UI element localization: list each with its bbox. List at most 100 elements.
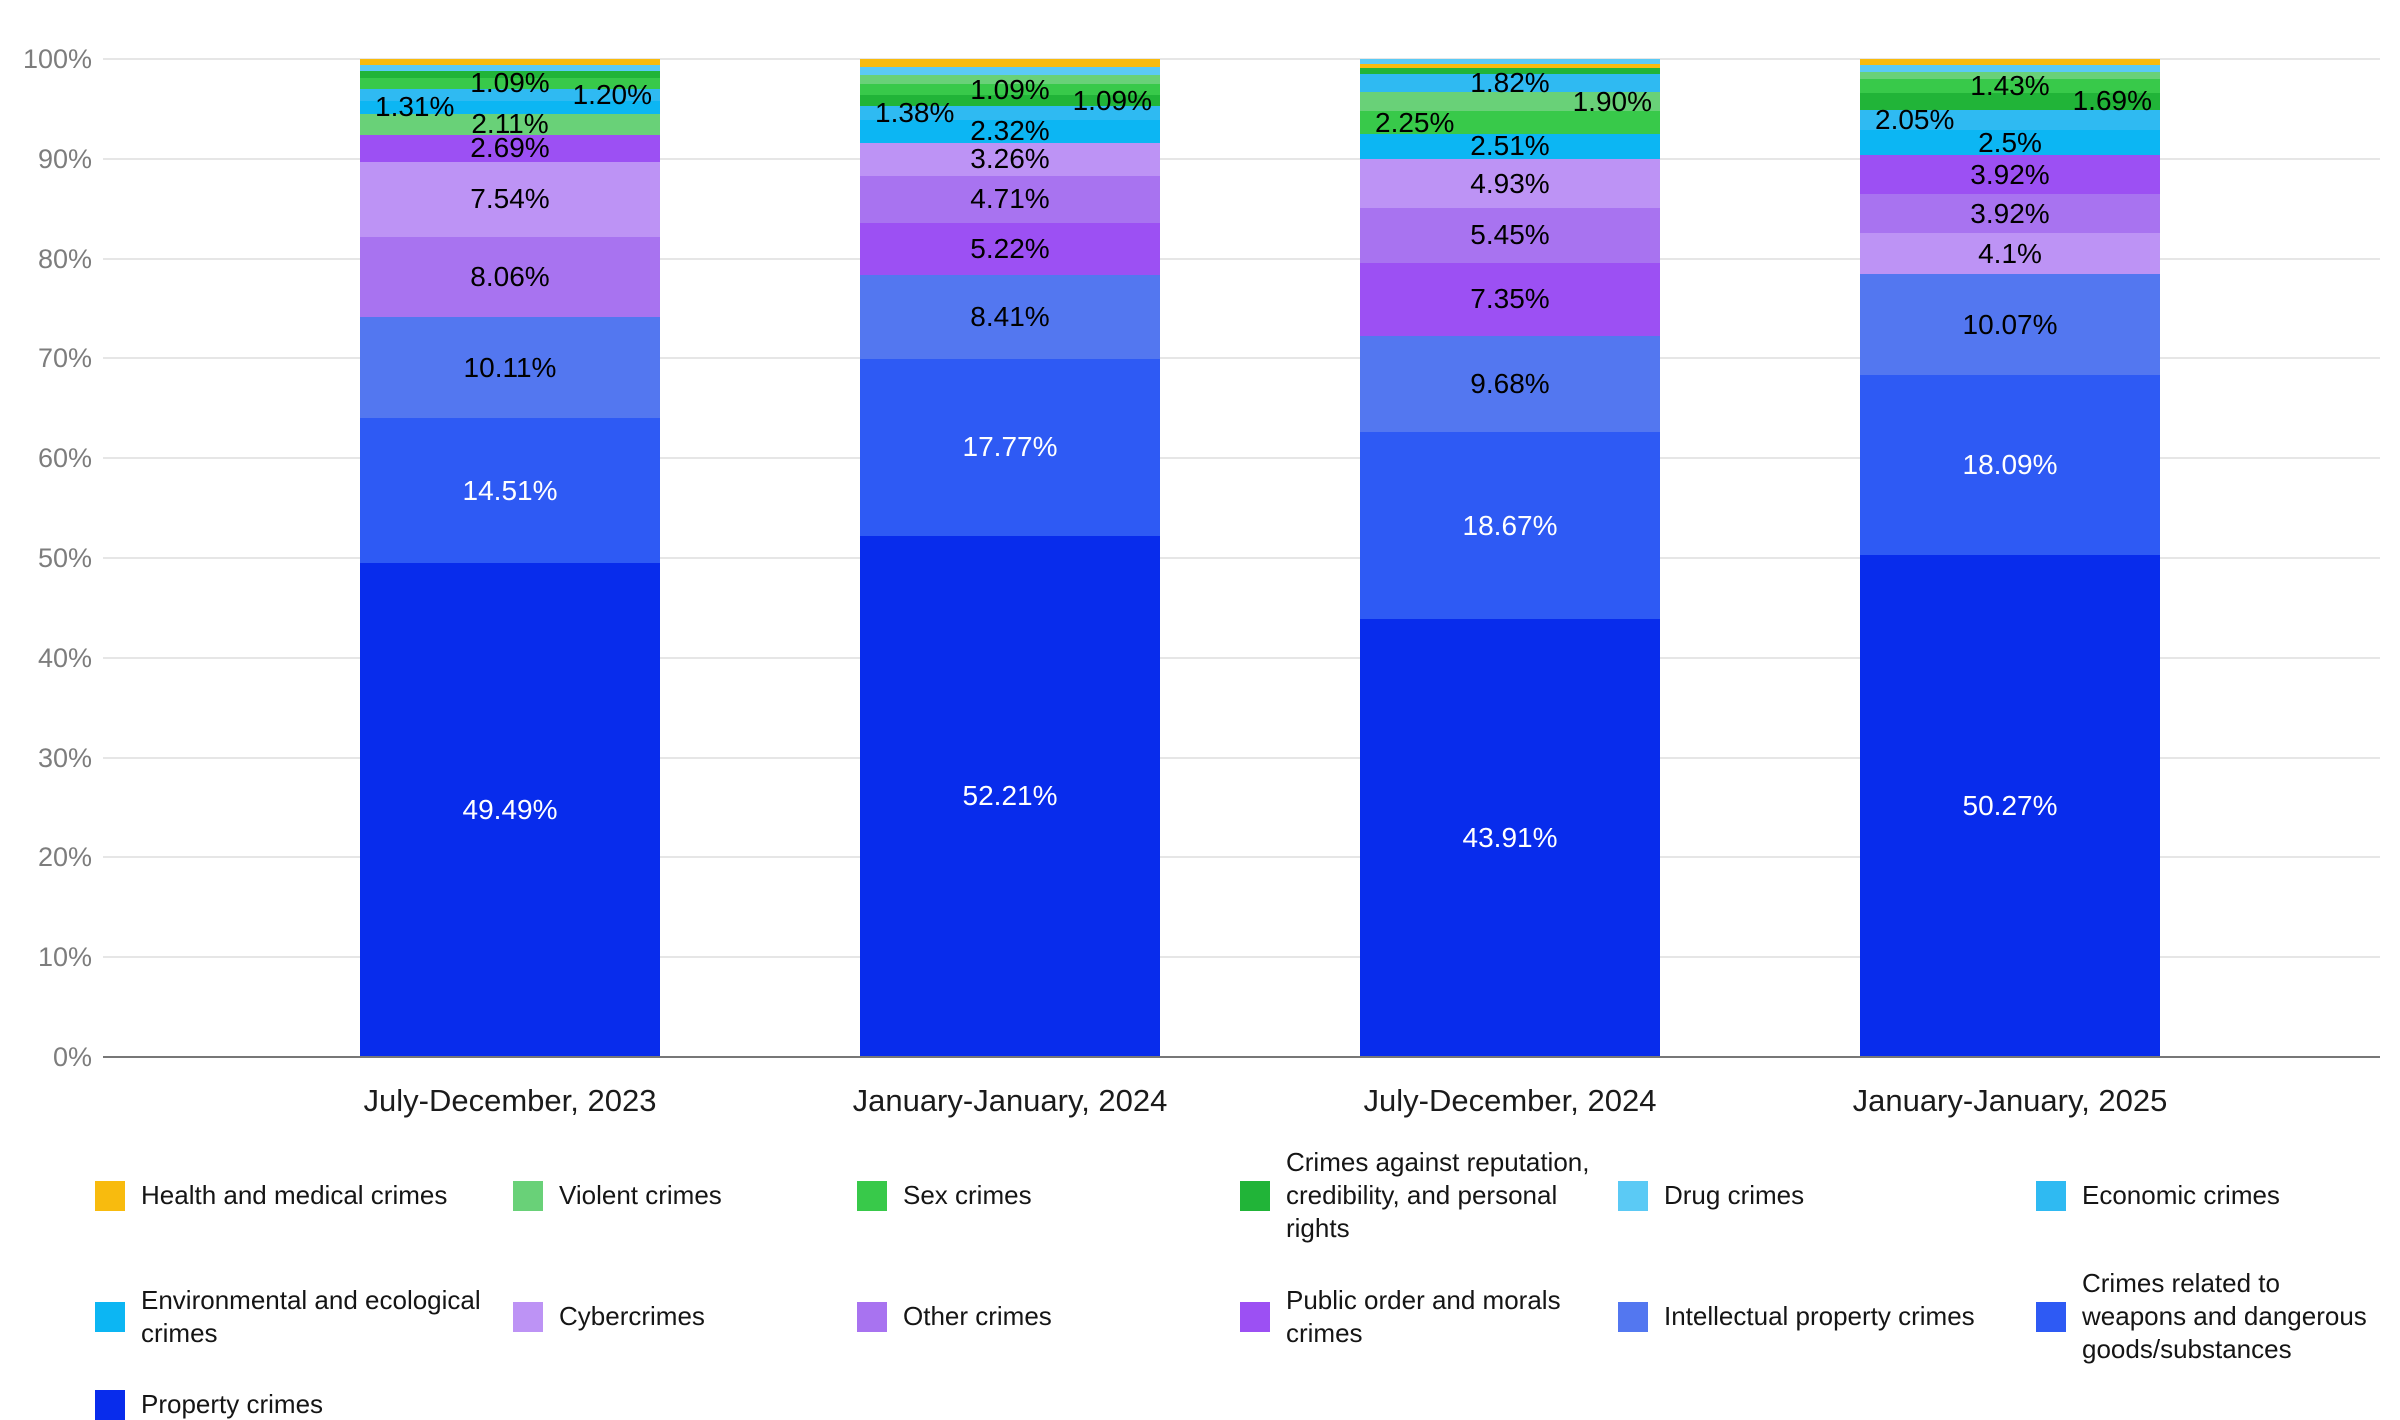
segment-value-label: 10.07% (1962, 308, 2058, 340)
legend-swatch-icon (857, 1180, 887, 1211)
legend-swatch-icon (1618, 1180, 1648, 1211)
x-axis-category-label: July-December, 2024 (1363, 1083, 1657, 1118)
gridline (103, 756, 2380, 759)
legend-label: Violent crimes (559, 1180, 722, 1210)
legend-label: Environmental and ecological crimes (141, 1284, 481, 1348)
legend-item-weapons: Crimes related to weapons and dangerous … (2036, 1267, 2386, 1366)
bar-segment-economic: 2.05% (1860, 104, 2160, 134)
bar-segment-economic: 1.20% (360, 79, 660, 109)
segment-value-label: 3.92% (1970, 158, 2050, 190)
legend-swatch-icon (95, 1180, 125, 1211)
segment-value-label: 2.32% (970, 115, 1050, 147)
segment-value-label: 3.26% (970, 143, 1050, 175)
legend-item-reputation: Crimes against reputation, credibility, … (1240, 1146, 1618, 1245)
bar-segment-cyber: 4.93% (1360, 158, 1660, 209)
bar-segment-health (860, 59, 1160, 67)
segment-value-label: 18.09% (1962, 449, 2058, 481)
gridline (103, 856, 2380, 859)
segment-value-label: 1.09% (470, 67, 550, 99)
legend-label: Drug crimes (1664, 1180, 1805, 1210)
gridline (103, 457, 2380, 460)
bar-segment-violent: 1.90% (1360, 86, 1660, 116)
bar-segment-reputation: 1.09% (860, 85, 1160, 115)
bar-segment-violent (1860, 71, 2160, 79)
segment-value-label: 1.09% (1072, 84, 1152, 116)
bar-segment-weapons: 14.51% (360, 418, 660, 564)
legend-swatch-icon (513, 1301, 543, 1332)
segment-value-label: 4.1% (1978, 237, 2042, 269)
bar-segment-intellectual: 10.07% (1860, 274, 2160, 375)
legend-item-property: Property crimes (95, 1388, 513, 1420)
segment-value-label: 14.51% (462, 474, 558, 506)
segment-value-label: 4.93% (1470, 167, 1550, 199)
bar-segment-drug (860, 67, 1160, 76)
segment-value-label: 5.22% (970, 232, 1050, 264)
y-axis-tick-label: 10% (37, 942, 92, 973)
bar-january-january-2024: 52.21% 17.77% 8.41% 5.22% 4.71% 3.26% 2.32% 1.3… (860, 59, 1160, 1057)
segment-value-label: 2.05% (1875, 103, 1955, 135)
bar-segment-drug (1360, 59, 1660, 64)
segment-value-label: 17.77% (962, 431, 1058, 463)
bar-segment-property: 50.27% (1860, 555, 2160, 1057)
legend-label: Sex crimes (903, 1180, 1032, 1210)
bar-segment-public_order: 2.69% (360, 133, 660, 163)
legend-label: Economic crimes (2082, 1180, 2280, 1210)
bar-segment-economic: 1.82% (1360, 68, 1660, 98)
segment-value-label: 2.25% (1375, 106, 1455, 138)
legend: Health and medical crimes Violent crimes S… (95, 1146, 2386, 1420)
bar-segment-reputation (360, 70, 660, 78)
bar-segment-environmental: 1.31% (360, 92, 660, 122)
bar-segment-public_order: 7.35% (1360, 262, 1660, 336)
legend-label: Property crimes (141, 1389, 324, 1419)
bar-segment-sex: 1.09% (360, 68, 660, 98)
bar-segment-economic: 1.38% (860, 98, 1160, 128)
bar-segment-intellectual: 8.41% (860, 274, 1160, 359)
bar-segment-reputation: 1.69% (1860, 86, 2160, 116)
segment-value-label: 50.27% (1962, 790, 2058, 822)
x-axis-category-label: January-January, 2024 (852, 1083, 1168, 1118)
y-axis-tick-label: 0% (52, 1042, 92, 1072)
segment-value-label: 1.31% (375, 91, 455, 123)
y-axis-tick-label: 50% (37, 543, 92, 573)
y-axis-tick-label: 100% (22, 44, 92, 74)
legend-swatch-icon (2036, 1301, 2066, 1332)
bar-segment-public_order: 5.22% (860, 222, 1160, 275)
x-axis-category-label: July-December, 2023 (363, 1083, 657, 1118)
segment-value-label: 10.11% (463, 351, 557, 383)
segment-value-label: 43.91% (1462, 821, 1558, 853)
segment-value-label: 1.43% (1970, 69, 2050, 101)
bar-segment-other: 5.45% (1360, 208, 1660, 263)
bar-segment-property: 43.91% (1360, 618, 1660, 1057)
x-axis-line (103, 1056, 2380, 1058)
legend-swatch-icon (95, 1389, 125, 1420)
plot-area: 49.49% 14.51% 10.11% 8.06% 7.54% 2.69% 2.11% 1.… (103, 58, 2380, 1058)
y-axis-tick-label: 20% (37, 842, 92, 873)
bar-segment-other: 8.06% (360, 236, 660, 318)
gridline (103, 956, 2380, 959)
bar-segment-property: 49.49% (360, 563, 660, 1057)
y-axis-tick-label: 60% (37, 443, 92, 474)
legend-swatch-icon (513, 1180, 543, 1211)
segment-value-label: 3.92% (1970, 197, 2050, 229)
segment-value-label: 2.11% (471, 108, 549, 140)
bar-segment-other: 3.92% (1860, 194, 2160, 234)
segment-value-label: 2.51% (1470, 130, 1550, 162)
legend-item-public_order: Public order and morals crimes (1240, 1284, 1618, 1350)
segment-value-label: 1.09% (970, 73, 1050, 105)
segment-value-label: 1.20% (572, 78, 652, 110)
bar-segment-intellectual: 9.68% (1360, 335, 1660, 433)
gridline (103, 58, 2380, 60)
segment-value-label: 1.90% (1572, 85, 1652, 117)
bar-segment-intellectual: 10.11% (360, 317, 660, 419)
x-axis-category-label: January-January, 2025 (1852, 1083, 2168, 1118)
legend-item-economic: Economic crimes (2036, 1179, 2386, 1212)
segment-value-label: 8.41% (970, 300, 1050, 332)
segment-value-label: 2.5% (1978, 126, 2042, 158)
legend-item-drug: Drug crimes (1618, 1179, 2036, 1212)
bar-july-december-2023: 49.49% 14.51% 10.11% 8.06% 7.54% 2.69% 2.11% 1.… (360, 59, 660, 1057)
legend-swatch-icon (1618, 1301, 1648, 1332)
gridline (103, 557, 2380, 559)
legend-item-cyber: Cybercrimes (513, 1300, 857, 1333)
bar-segment-sex: 2.25% (1360, 107, 1660, 137)
segment-value-label: 5.45% (1470, 219, 1550, 251)
